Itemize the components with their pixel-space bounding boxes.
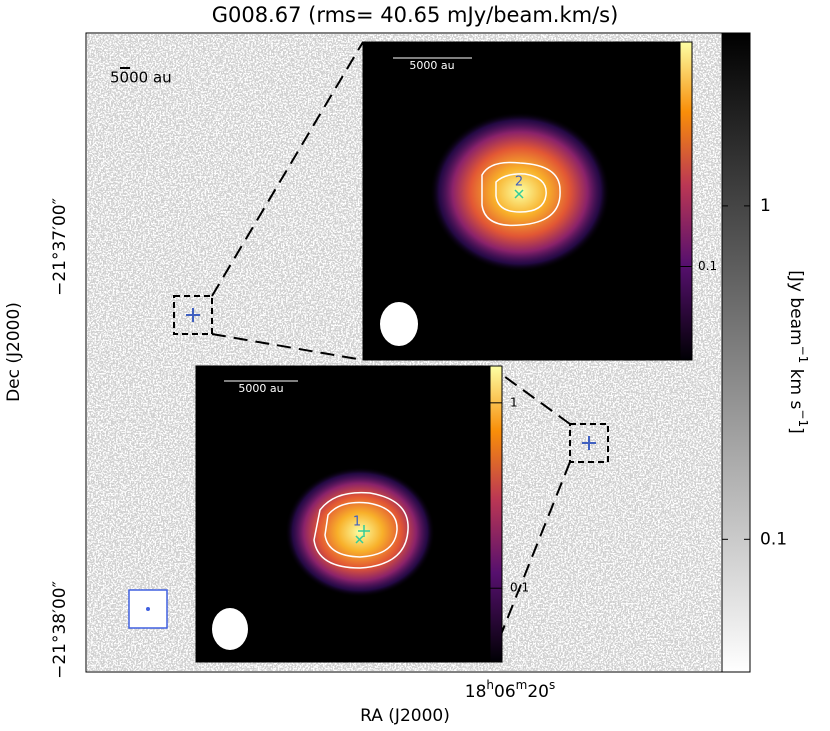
colorbar-tick-label: 0.1 bbox=[698, 259, 717, 273]
inset: 2 5000 au bbox=[362, 41, 693, 361]
colorbar-tick-label: 1 bbox=[510, 395, 518, 409]
chart-title: G008.67 (rms= 40.65 mJy/beam.km/s) bbox=[212, 3, 619, 27]
peak-marker bbox=[355, 525, 370, 544]
scale-bar-label: 5000 au bbox=[110, 69, 172, 87]
emission bbox=[285, 467, 435, 597]
zoom-box bbox=[173, 295, 213, 335]
colorbar-tick-label: 0.1 bbox=[760, 529, 787, 549]
colorbar-tick-label: 1 bbox=[760, 196, 771, 216]
beam bbox=[146, 607, 150, 611]
zoom-box bbox=[569, 423, 609, 463]
contour bbox=[481, 161, 561, 227]
contour bbox=[324, 501, 398, 558]
label-part: 18 bbox=[465, 682, 487, 702]
scale-bar-label: 5000 au bbox=[238, 382, 283, 395]
y-tick-label: −21°37′00″ bbox=[50, 198, 70, 296]
scale-bar-label: 5000 au bbox=[409, 59, 454, 72]
superscript: h bbox=[486, 678, 494, 692]
label-part: [Jy beam bbox=[786, 270, 806, 345]
superscript: −1 bbox=[797, 409, 811, 427]
label-part: km s bbox=[786, 363, 806, 409]
superscript: m bbox=[516, 678, 528, 692]
peak-marker bbox=[514, 189, 524, 199]
contour bbox=[313, 491, 409, 569]
colorbar bbox=[721, 32, 751, 673]
label-part: 06 bbox=[494, 682, 516, 702]
label-part: ] bbox=[786, 427, 806, 434]
y-axis-label: Dec (J2000) bbox=[4, 302, 24, 402]
colorbar-label: [Jy beam−1 km s−1] bbox=[786, 270, 811, 433]
beam bbox=[212, 608, 248, 650]
label-part: 20 bbox=[527, 682, 549, 702]
zoom-lines bbox=[211, 41, 571, 663]
colorbar bbox=[489, 365, 503, 663]
x-axis-label: RA (J2000) bbox=[360, 706, 450, 726]
x-tick-label: 18h06m20s bbox=[465, 678, 556, 703]
source-label: 2 bbox=[515, 175, 523, 190]
source-label: 1 bbox=[353, 515, 361, 530]
superscript: s bbox=[549, 678, 555, 692]
colorbar bbox=[679, 41, 693, 361]
superscript: −1 bbox=[797, 346, 811, 364]
inset: 1 5000 au bbox=[195, 365, 503, 663]
source-marker bbox=[186, 308, 596, 450]
y-tick-label: −21°38′00″ bbox=[50, 581, 70, 679]
colorbar-tick-label: 0.1 bbox=[510, 581, 529, 595]
beam bbox=[380, 302, 418, 346]
contour bbox=[495, 173, 547, 213]
